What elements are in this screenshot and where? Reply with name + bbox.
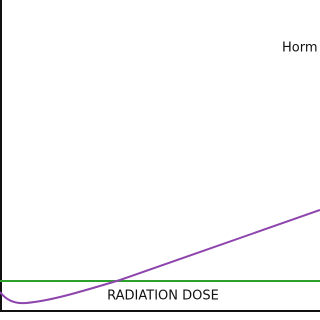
dose-response-curve bbox=[0, 209, 320, 305]
curve-label: Horm bbox=[282, 41, 318, 56]
x-axis-label: RADIATION DOSE bbox=[107, 289, 219, 304]
